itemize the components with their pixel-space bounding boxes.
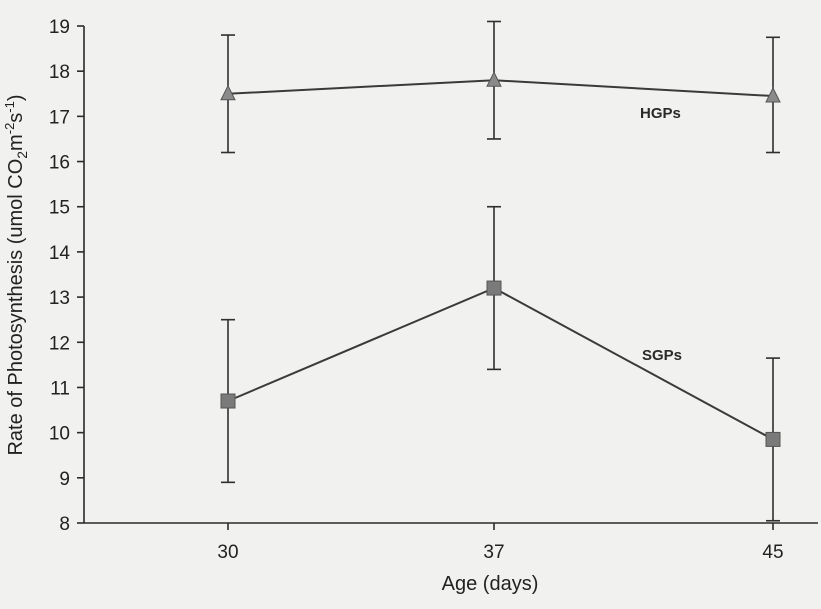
series-sgps: SGPs [220, 205, 781, 522]
y-tick-label: 17 [49, 107, 70, 128]
series-label: SGPs [642, 347, 682, 364]
x-tick-label: 45 [762, 542, 783, 563]
y-tick-label: 11 [50, 378, 70, 399]
y-tick-label: 18 [49, 62, 70, 83]
series-layer: HGPs SGPs [220, 20, 781, 522]
data-point [765, 431, 781, 447]
data-point [220, 84, 236, 101]
series-hgps: HGPs [220, 20, 781, 154]
x-tick-label: 30 [217, 542, 238, 563]
y-tick-label: 14 [49, 243, 71, 264]
y-tick-label: 19 [49, 17, 70, 38]
y-tick-label: 16 [49, 153, 70, 174]
series-line [227, 79, 774, 98]
series-line [227, 286, 774, 441]
y-ticks: 8 9 10 11 12 13 14 15 16 17 18 19 [49, 17, 84, 535]
x-axis-title: Age (days) [442, 573, 539, 595]
y-axis-title: Rate of Photosynthesis (umol CO2m-2s-1) [2, 94, 30, 455]
data-point [765, 86, 781, 103]
y-tick-label: 10 [49, 424, 70, 445]
axes [83, 26, 818, 524]
series-label: HGPs [640, 105, 681, 122]
y-tick-label: 12 [49, 333, 70, 354]
x-tick-label: 37 [483, 542, 504, 563]
y-tick-label: 8 [59, 514, 70, 535]
y-tick-label: 15 [49, 198, 70, 219]
x-ticks: 30 37 45 [217, 523, 784, 563]
data-point [486, 71, 502, 87]
y-tick-label: 13 [49, 288, 70, 309]
data-point [486, 280, 502, 296]
y-tick-label: 9 [59, 469, 70, 490]
data-point [220, 393, 236, 409]
